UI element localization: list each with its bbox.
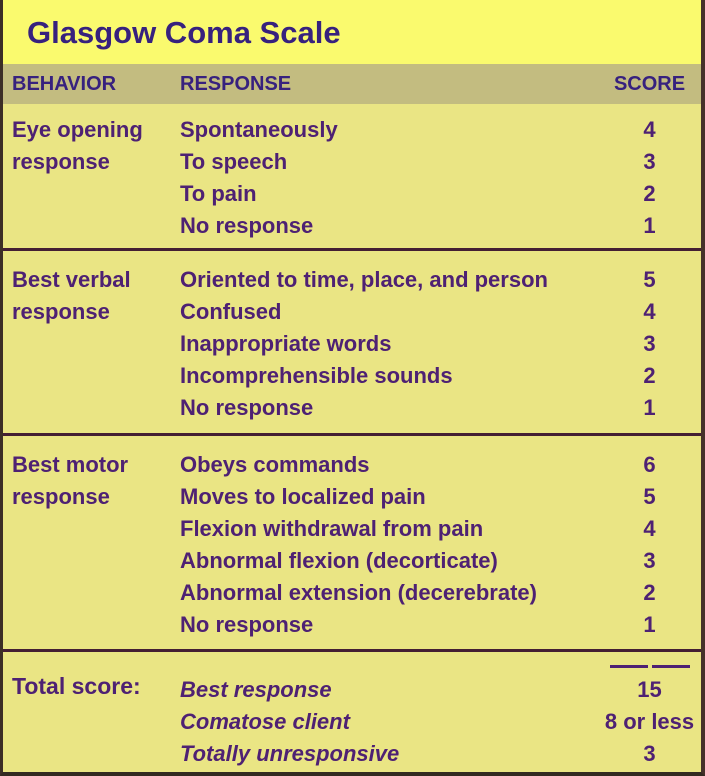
- score-cell: 3: [643, 741, 656, 766]
- table-row: Abnormal extension (decerebrate) 2: [172, 577, 701, 609]
- table-row: Moves to localized pain 5: [172, 481, 701, 513]
- score-cell: 1: [643, 612, 656, 637]
- table-header-row: BEHAVIOR RESPONSE SCORE: [3, 64, 701, 104]
- score-cell: 2: [643, 580, 656, 605]
- title-band: Glasgow Coma Scale: [3, 0, 701, 64]
- page-title: Glasgow Coma Scale: [27, 14, 341, 50]
- section-eye-opening: Eye opening response Spontaneously 4 To …: [3, 104, 701, 248]
- table-row: Comatose client 8 or less: [172, 706, 701, 738]
- response-cell: To speech: [180, 149, 288, 174]
- response-cell: Incomprehensible sounds: [180, 363, 453, 388]
- score-blank-line: [598, 660, 701, 674]
- score-cell: 1: [643, 395, 656, 420]
- score-cell: 6: [643, 452, 656, 477]
- score-cell: 4: [643, 117, 656, 142]
- score-sum-line-row: [172, 660, 701, 674]
- response-cell: Inappropriate words: [180, 331, 392, 356]
- table-row: No response 1: [172, 392, 701, 424]
- score-cell: 1: [643, 213, 656, 238]
- table-row: Flexion withdrawal from pain 4: [172, 513, 701, 545]
- behavior-label: Best verbal response: [12, 267, 131, 324]
- table-row: No response 1: [172, 210, 701, 242]
- response-cell: Spontaneously: [180, 117, 338, 142]
- table-row: To pain 2: [172, 178, 701, 210]
- section-best-verbal: Best verbal response Oriented to time, p…: [3, 251, 701, 433]
- table-row: Spontaneously 4: [172, 114, 701, 146]
- table-row: To speech 3: [172, 146, 701, 178]
- response-cell: No response: [180, 213, 314, 238]
- sum-dash: [609, 665, 648, 668]
- behavior-label: Best motor response: [12, 452, 129, 509]
- table-row: Abnormal flexion (decorticate) 3: [172, 545, 701, 577]
- table-row: No response 1: [172, 609, 701, 641]
- response-cell: Best response: [180, 677, 332, 702]
- total-score-label: Total score:: [12, 673, 141, 699]
- score-cell: 3: [643, 548, 656, 573]
- score-cell: 4: [643, 299, 656, 324]
- table-row: Incomprehensible sounds 2: [172, 360, 701, 392]
- score-cell: 2: [643, 181, 656, 206]
- column-header-response: RESPONSE: [180, 72, 292, 95]
- score-cell: 8 or less: [604, 709, 695, 734]
- table-row: Obeys commands 6: [172, 449, 701, 481]
- column-header-score: SCORE: [613, 72, 686, 95]
- behavior-label: Eye opening response: [12, 117, 143, 174]
- table-row: Oriented to time, place, and person 5: [172, 264, 701, 296]
- score-cell: 3: [643, 331, 656, 356]
- score-cell: 15: [637, 677, 662, 702]
- response-cell: Obeys commands: [180, 452, 370, 477]
- sum-dash: [651, 665, 690, 668]
- section-rows: Spontaneously 4 To speech 3 To pain 2 No…: [172, 114, 701, 242]
- table-row: Confused 4: [172, 296, 701, 328]
- response-cell: To pain: [180, 181, 257, 206]
- response-cell: No response: [180, 395, 314, 420]
- section-rows: Best response 15 Comatose client 8 or le…: [172, 660, 701, 772]
- section-rows: Obeys commands 6 Moves to localized pain…: [172, 449, 701, 641]
- score-cell: 5: [643, 484, 656, 509]
- table-row: Inappropriate words 3: [172, 328, 701, 360]
- section-rows: Oriented to time, place, and person 5 Co…: [172, 264, 701, 424]
- response-cell: Confused: [180, 299, 282, 324]
- section-divider: [3, 248, 701, 251]
- response-cell: Abnormal extension (decerebrate): [180, 580, 537, 605]
- score-cell: 3: [643, 149, 656, 174]
- section-divider: [3, 433, 701, 436]
- response-cell: Moves to localized pain: [180, 484, 426, 509]
- response-cell: Oriented to time, place, and person: [180, 267, 548, 292]
- response-cell: Flexion withdrawal from pain: [180, 516, 484, 541]
- spacer: [172, 660, 598, 674]
- response-cell: Abnormal flexion (decorticate): [180, 548, 498, 573]
- section-total-score: Total score: Best response 15 Comatose c…: [3, 652, 701, 772]
- score-cell: 2: [643, 363, 656, 388]
- score-cell: 4: [643, 516, 656, 541]
- response-cell: No response: [180, 612, 314, 637]
- response-cell: Comatose client: [180, 709, 350, 734]
- column-header-behavior: BEHAVIOR: [12, 72, 117, 95]
- section-best-motor: Best motor response Obeys commands 6 Mov…: [3, 436, 701, 649]
- response-cell: Totally unresponsive: [180, 741, 400, 766]
- table-row: Best response 15: [172, 674, 701, 706]
- table-row: Totally unresponsive 3: [172, 738, 701, 770]
- score-cell: 5: [643, 267, 656, 292]
- section-divider: [3, 649, 701, 652]
